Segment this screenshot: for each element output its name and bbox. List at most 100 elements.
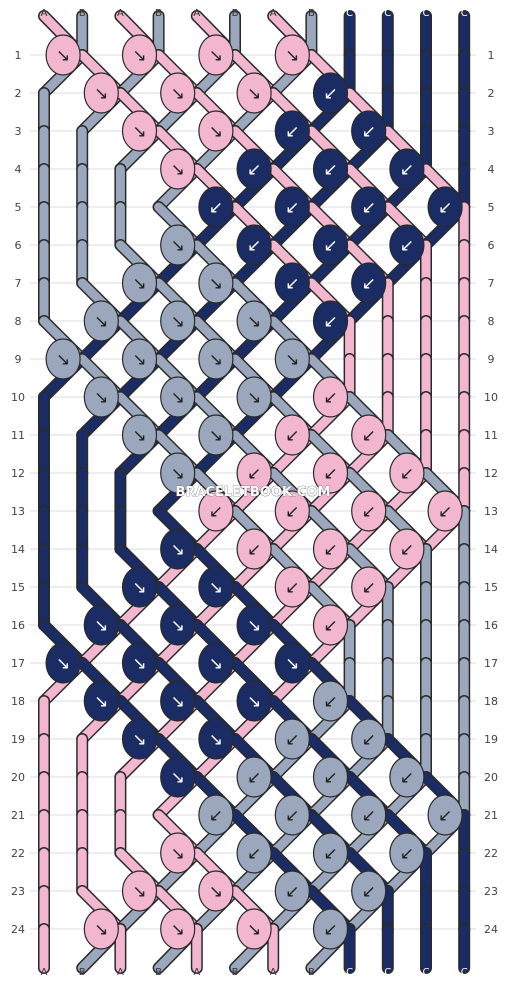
- knot-arrow: ↙: [323, 236, 337, 256]
- knot: [121, 110, 158, 152]
- row-number-label: 23: [11, 885, 25, 898]
- knot: [160, 680, 196, 722]
- row-number-label: 15: [484, 581, 498, 594]
- knot: [83, 604, 119, 646]
- knot: [198, 110, 234, 152]
- knot-arrow: ↙: [323, 920, 337, 940]
- knot-arrow: ↙: [323, 844, 337, 864]
- knot: [160, 376, 196, 418]
- knot-arrow: ↘: [171, 388, 185, 408]
- knot: [236, 300, 272, 342]
- knot-arrow: ↙: [285, 578, 299, 598]
- knot-arrow: ↘: [285, 654, 299, 674]
- knot-arrow: ↙: [285, 122, 299, 142]
- knots: ↘ ↘ ↘ ↘ ↘ ↘ ↘ ↙ ↘ ↘ ↙ ↙ ↘ ↙ ↙ ↙ ↙ ↙ ↙ ↙ ↘ ↙ ↙ ↙ ↘ ↘ ↙ ↙ ↘ ↘ ↘ ↙ ↘ ↘ ↘ ↘ ↘ ↘ ↘ ↙…: [45, 34, 463, 950]
- knot: [312, 528, 349, 570]
- knot-arrow: ↘: [132, 350, 146, 370]
- knot-arrow: ↘: [171, 844, 185, 864]
- knot: [312, 452, 349, 494]
- row-number-label: 7: [15, 277, 22, 290]
- knot: [274, 262, 310, 304]
- knot: [351, 186, 387, 228]
- row-number-label: 22: [484, 847, 498, 860]
- knot: [121, 566, 158, 608]
- knot: [389, 148, 425, 190]
- knot-arrow: ↙: [247, 464, 261, 484]
- knot-arrow: ↙: [247, 768, 261, 788]
- knot: [236, 680, 272, 722]
- knot: [389, 832, 425, 874]
- knot: [351, 718, 387, 760]
- knot-arrow: ↙: [400, 236, 414, 256]
- row-number-label: 19: [484, 733, 498, 746]
- knot: [160, 908, 196, 950]
- knot: [274, 794, 310, 836]
- knot: [83, 72, 119, 114]
- knot-arrow: ↙: [323, 768, 337, 788]
- knot: [198, 718, 234, 760]
- row-number-label: 3: [488, 125, 495, 138]
- knot: [351, 490, 387, 532]
- knot: [312, 148, 349, 190]
- row-number-label: 8: [15, 315, 22, 328]
- string-color-label: C: [346, 8, 353, 19]
- knot-arrow: ↙: [285, 882, 299, 902]
- knot: [160, 224, 196, 266]
- knot: [274, 870, 310, 912]
- knot-arrow: ↘: [209, 654, 223, 674]
- row-number-label: 17: [484, 657, 498, 670]
- row-number-label: 22: [11, 847, 25, 860]
- row-number-label: 2: [488, 87, 495, 100]
- knot: [121, 414, 158, 456]
- row-number-label: 13: [484, 505, 498, 518]
- knot: [121, 262, 158, 304]
- knot: [198, 566, 234, 608]
- knot: [83, 300, 119, 342]
- string-color-label: B: [308, 967, 315, 978]
- knot: [121, 34, 158, 76]
- knot: [274, 414, 310, 456]
- knot: [274, 34, 310, 76]
- row-number-label: 21: [484, 809, 498, 822]
- row-number-label: 14: [484, 543, 498, 556]
- string-color-label: B: [155, 8, 162, 19]
- knot-arrow: ↙: [362, 578, 376, 598]
- watermark-text: BRACELETBOOK.COM: [176, 485, 331, 500]
- knot: [312, 680, 349, 722]
- knot-arrow: ↙: [362, 882, 376, 902]
- knot-arrow: ↙: [400, 540, 414, 560]
- knot: [236, 148, 272, 190]
- row-number-label: 21: [11, 809, 25, 822]
- row-number-label: 18: [484, 695, 498, 708]
- knot-arrow: ↘: [94, 312, 108, 332]
- knot-arrow: ↘: [247, 388, 261, 408]
- knot-arrow: ↙: [209, 806, 223, 826]
- knot: [427, 794, 463, 836]
- knot-arrow: ↘: [209, 730, 223, 750]
- row-number-label: 17: [11, 657, 25, 670]
- knot-arrow: ↘: [247, 312, 261, 332]
- knot: [236, 832, 272, 874]
- knot: [198, 338, 234, 380]
- row-number-label: 19: [11, 733, 25, 746]
- knot-arrow: ↘: [132, 730, 146, 750]
- knot-arrow: ↘: [171, 236, 185, 256]
- knot-arrow: ↙: [247, 540, 261, 560]
- knot-arrow: ↘: [209, 274, 223, 294]
- knot: [427, 490, 463, 532]
- knot: [312, 224, 349, 266]
- knot: [274, 642, 310, 684]
- knot: [198, 870, 234, 912]
- knot-arrow: ↘: [171, 160, 185, 180]
- knot: [160, 148, 196, 190]
- row-number-label: 10: [484, 391, 498, 404]
- knot: [45, 34, 81, 76]
- knot-arrow: ↙: [438, 198, 452, 218]
- string-color-label: B: [79, 8, 86, 19]
- string-color-label: A: [117, 967, 124, 978]
- knot: [351, 414, 387, 456]
- knot: [45, 338, 81, 380]
- knot-arrow: ↘: [56, 350, 70, 370]
- knot-arrow: ↘: [209, 578, 223, 598]
- knot: [389, 756, 425, 798]
